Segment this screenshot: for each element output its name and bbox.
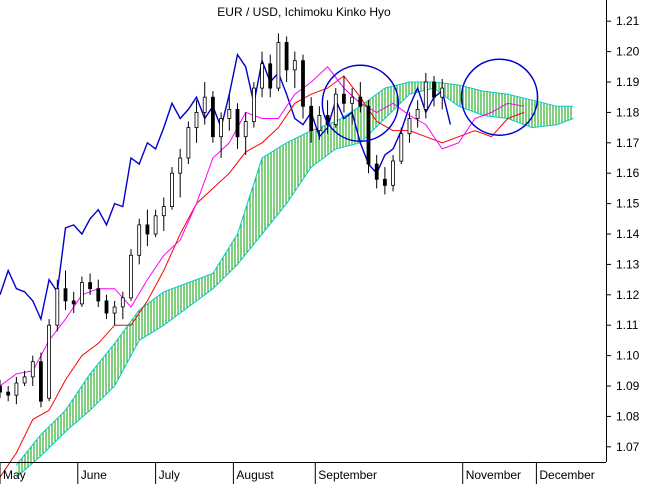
senkou-span-b-line [16,81,574,466]
highlight-circle [321,64,400,143]
candle-body [137,224,142,256]
candle-body [178,157,183,174]
x-axis: May June July August September November Decemb… [0,462,606,484]
y-axis: 1.07 1.08 1.09 1.10 1.11 1.12 1.13 1.14 1.15 1.16… [606,0,640,462]
y-tick-label: 1.17 [616,136,640,150]
y-tick-label: 1.07 [616,440,640,454]
candle-body [243,121,248,138]
candle-body [6,391,11,396]
candle-body [440,87,445,98]
candle-body [14,382,19,396]
candle-body [341,93,346,104]
y-tick-label: 1.20 [616,45,640,59]
candle-body [423,81,428,110]
candle-body [22,376,27,384]
candle-body [301,60,305,107]
candle-body [112,306,117,314]
candle-body [317,115,322,132]
candle-body [0,385,2,393]
candle-body [276,42,281,89]
candle-body [194,112,199,129]
y-tick-label: 1.13 [616,257,640,271]
candle-body [407,118,412,135]
y-tick-label: 1.14 [616,227,640,241]
candle-body [63,288,68,302]
x-tick-label: July [159,468,180,482]
candle-body [382,178,387,186]
candle-body [47,324,51,399]
candle-body [186,127,191,159]
candle-body [251,87,256,122]
candlesticks [0,33,445,408]
y-tick-label: 1.08 [616,409,640,423]
x-tick-label: May [3,468,26,482]
y-tick-label: 1.12 [616,288,640,302]
candle-body [432,81,436,98]
candle-body [80,282,84,305]
candle-body [284,42,289,71]
candle-body [55,288,60,326]
cloud-area [16,82,574,478]
senkou-span-a-line [16,87,574,478]
candle-body [292,60,297,71]
candle-body [161,206,166,217]
y-tick-label: 1.09 [616,379,640,393]
candle-body [366,105,371,165]
x-tick-label: August [236,468,274,482]
candle-body [415,109,420,119]
candle-body [39,361,43,402]
ichimoku-cloud [16,81,574,478]
y-tick-label: 1.15 [616,197,640,211]
y-tick-label: 1.11 [616,318,639,332]
y-tick-label: 1.19 [616,75,640,89]
tenkan-sen-line [0,66,525,387]
chart-title: EUR / USD, Ichimoku Kinko Hyo [217,5,391,19]
highlight-circle [460,58,539,136]
candle-body [358,96,363,107]
candle-body [96,288,101,302]
y-tick-label: 1.21 [616,14,640,28]
candle-body [391,160,396,186]
y-tick-label: 1.10 [616,349,640,363]
candle-body [88,282,92,290]
y-tick-label: 1.18 [616,105,640,119]
candle-body [219,118,224,138]
candle-body [71,300,76,305]
candle-body [333,93,338,125]
candle-body [399,133,404,162]
x-tick-label: December [539,468,594,482]
candle-body [120,297,125,308]
candle-body [268,63,273,89]
candle-body [129,254,133,299]
candle-body [260,63,265,89]
x-tick-label: November [466,468,521,482]
highlight-circles [321,58,539,143]
candle-body [210,96,215,138]
candle-body [350,96,355,104]
candle-body [202,96,207,113]
candle-body [145,224,150,235]
candle-body [374,163,379,180]
candle-body [104,300,109,314]
x-tick-label: September [318,468,377,482]
candle-body [309,105,314,132]
candle-body [153,215,158,235]
candle-body [30,361,35,378]
y-tick-label: 1.16 [616,166,640,180]
candle-body [235,109,240,138]
x-tick-label: June [81,468,107,482]
candle-body [227,109,232,119]
candle-body [170,172,174,207]
